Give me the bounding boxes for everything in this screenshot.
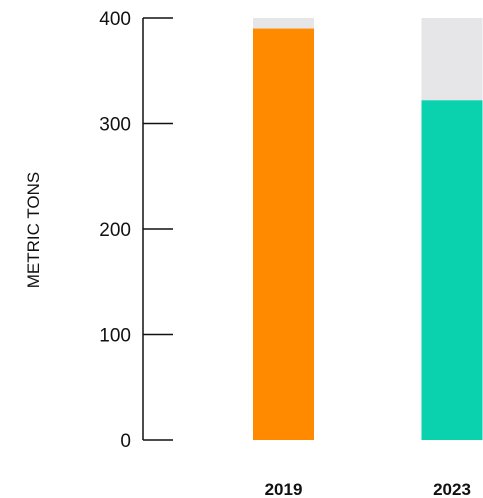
y-axis-title: METRIC TONS — [24, 172, 43, 289]
y-axis: 0 100 200 300 400 — [99, 9, 173, 452]
y-tick-label-100: 100 — [99, 326, 131, 347]
y-tick-label-400: 400 — [99, 9, 131, 30]
y-tick-label-200: 200 — [99, 220, 131, 241]
bar-2019 — [253, 28, 314, 441]
x-axis-labels: 2019 2023 — [265, 480, 471, 498]
x-category-label-2023: 2023 — [433, 480, 471, 498]
bar-remainder-2023 — [421, 18, 483, 101]
bar-2023 — [421, 100, 483, 440]
y-tick-label-300: 300 — [99, 115, 131, 136]
bar-remainder-2019 — [253, 18, 314, 29]
y-tick-label-0: 0 — [120, 431, 131, 452]
bars — [253, 18, 483, 441]
x-category-label-2019: 2019 — [265, 480, 303, 498]
